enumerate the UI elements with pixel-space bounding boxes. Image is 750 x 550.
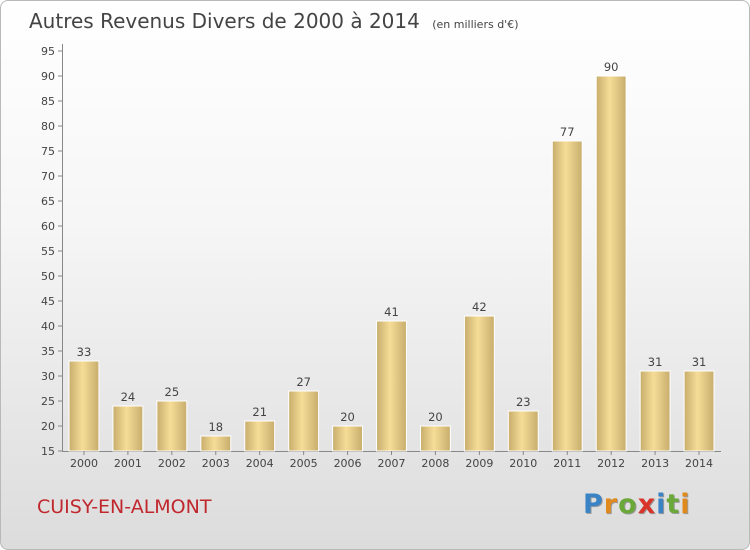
value-label-2010: 23 <box>516 395 531 409</box>
y-tick-label: 60 <box>41 220 55 233</box>
logo-letter: o <box>618 489 638 520</box>
y-tick-label: 65 <box>41 195 55 208</box>
value-label-2002: 25 <box>165 385 180 399</box>
value-label-2006: 20 <box>340 410 355 424</box>
town-name: CUISY-EN-ALMONT <box>37 496 212 518</box>
bar-2005 <box>288 390 320 452</box>
x-tick-label-2001: 2001 <box>114 457 142 470</box>
y-tick-label: 50 <box>41 270 55 283</box>
bar-2010 <box>507 410 539 452</box>
x-tick-label-2002: 2002 <box>158 457 186 470</box>
y-tick-label: 40 <box>41 320 55 333</box>
x-tick-label-2000: 2000 <box>70 457 98 470</box>
y-tick-label: 85 <box>41 95 55 108</box>
bar-2004 <box>244 420 276 452</box>
logo-letter: i <box>680 489 691 520</box>
value-label-2000: 33 <box>77 345 92 359</box>
bar-2000 <box>68 360 100 452</box>
y-tick-label: 15 <box>41 445 55 458</box>
logo-letter: x <box>637 489 657 520</box>
x-tick-label-2004: 2004 <box>246 457 274 470</box>
value-label-2004: 21 <box>252 405 267 419</box>
x-tick-label-2011: 2011 <box>553 457 581 470</box>
value-label-2013: 31 <box>648 355 663 369</box>
chart-unit-label: (en milliers d'€) <box>432 18 519 31</box>
bar-2007 <box>376 320 407 452</box>
y-tick-label: 95 <box>41 45 55 58</box>
x-tick-label-2007: 2007 <box>378 457 406 470</box>
x-tick-label-2008: 2008 <box>421 457 449 470</box>
bar-2013 <box>639 370 671 452</box>
value-label-2014: 31 <box>692 355 707 369</box>
logo-letter: i <box>656 489 667 520</box>
x-tick-label-2014: 2014 <box>685 457 713 470</box>
y-tick-label: 90 <box>41 70 55 83</box>
x-tick-label-2010: 2010 <box>509 457 537 470</box>
y-tick-label: 55 <box>41 245 55 258</box>
bar-2014 <box>683 370 715 452</box>
logo-letter: r <box>603 489 619 520</box>
y-tick-label: 25 <box>41 395 55 408</box>
y-tick-label: 70 <box>41 170 55 183</box>
x-tick-label-2005: 2005 <box>290 457 318 470</box>
value-label-2003: 18 <box>208 420 223 434</box>
bar-2009 <box>463 315 495 452</box>
bar-2006 <box>332 425 364 452</box>
value-label-2011: 77 <box>560 125 575 139</box>
x-tick-label-2013: 2013 <box>641 457 669 470</box>
x-tick-label-2012: 2012 <box>597 457 625 470</box>
chart-title-text: Autres Revenus Divers de 2000 à 2014 <box>29 9 420 33</box>
x-tick-label-2009: 2009 <box>465 457 493 470</box>
y-tick-label: 45 <box>41 295 55 308</box>
value-label-2001: 24 <box>121 390 136 404</box>
y-tick-label: 75 <box>41 145 55 158</box>
value-label-2009: 42 <box>472 300 487 314</box>
bar-2003 <box>200 435 232 452</box>
logo-letter: P <box>583 489 604 520</box>
value-label-2007: 41 <box>384 305 399 319</box>
bar-2008 <box>419 425 451 452</box>
x-tick-label-2003: 2003 <box>202 457 230 470</box>
value-label-2005: 27 <box>296 375 311 389</box>
bar-2011 <box>551 140 583 452</box>
x-tick-label-2006: 2006 <box>334 457 362 470</box>
value-label-2008: 20 <box>428 410 443 424</box>
y-tick-label: 80 <box>41 120 55 133</box>
bar-2001 <box>112 405 144 452</box>
y-tick-label: 35 <box>41 345 55 358</box>
bar-2002 <box>156 400 188 452</box>
y-tick-label: 30 <box>41 370 55 383</box>
y-tick-label: 20 <box>41 420 55 433</box>
chart-title: Autres Revenus Divers de 2000 à 2014 (en… <box>29 9 519 33</box>
value-label-2012: 90 <box>604 60 619 74</box>
bar-2012 <box>595 75 627 452</box>
logo-letter: t <box>666 489 681 520</box>
proxiti-logo: Proxiti <box>583 489 691 520</box>
